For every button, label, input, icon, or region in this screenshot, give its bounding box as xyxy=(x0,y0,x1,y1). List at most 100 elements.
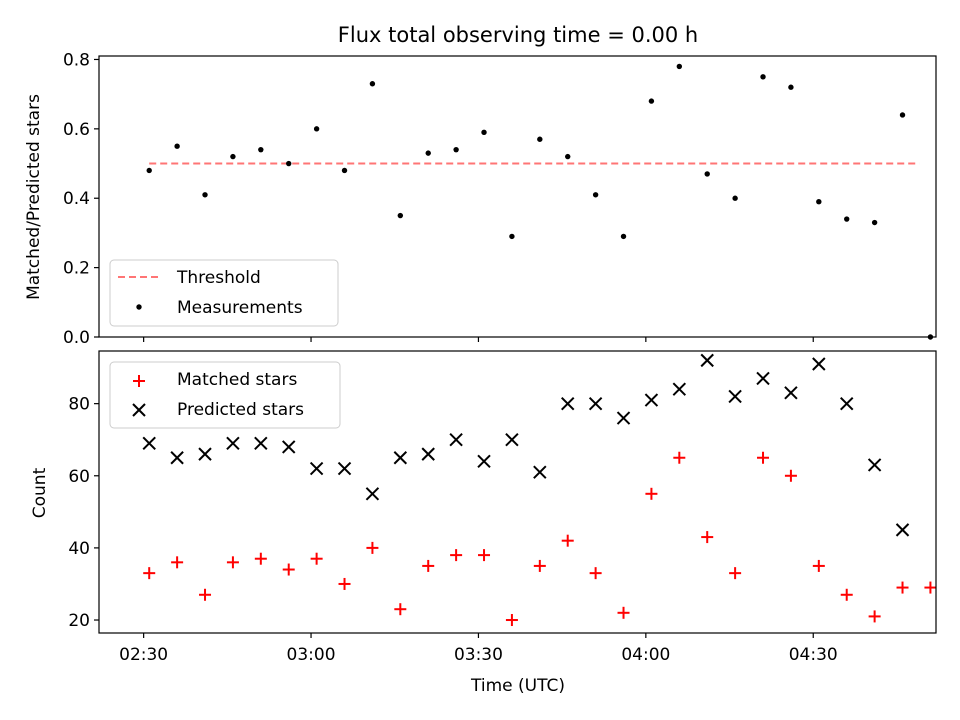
predicted-point xyxy=(477,454,491,469)
matched-point xyxy=(784,469,797,482)
ratio-legend-box xyxy=(109,259,339,327)
count-legend: Matched stars Predicted stars xyxy=(109,361,341,429)
predicted-point xyxy=(282,440,296,454)
matched-point xyxy=(478,549,491,562)
measurement-point xyxy=(732,195,738,201)
predicted-point xyxy=(588,396,603,411)
predicted-point xyxy=(784,386,798,400)
matched-point xyxy=(924,581,937,594)
predicted-point xyxy=(700,353,714,368)
legend-predicted-label: Predicted stars xyxy=(177,400,304,420)
count-legend-box xyxy=(109,361,341,429)
measurement-point xyxy=(341,167,348,174)
measurement-point xyxy=(760,74,766,80)
matched-point xyxy=(171,556,184,569)
count-y-tick-label: 80 xyxy=(68,395,90,415)
measurement-point xyxy=(704,171,710,177)
legend-predicted-swatch xyxy=(132,403,146,417)
predicted-point xyxy=(449,433,463,447)
matched-point xyxy=(673,451,686,464)
ratio-axes-frame xyxy=(98,55,937,338)
measurement-point xyxy=(648,98,655,104)
predicted-point xyxy=(561,396,575,411)
ratio-x-ticks xyxy=(143,337,814,342)
predicted-point xyxy=(142,436,156,451)
predicted-point xyxy=(309,461,324,476)
predicted-point xyxy=(198,447,212,461)
matched-point xyxy=(561,534,574,547)
predicted-point xyxy=(895,523,910,537)
ratio-y-tick-label: 0.6 xyxy=(63,120,90,140)
measurement-point xyxy=(174,143,180,149)
measurement-point xyxy=(592,192,599,198)
predicted-point xyxy=(728,389,742,404)
ratio-y-ticks: 0.0 0.2 0.4 0.6 0.8 xyxy=(63,50,99,348)
measurement-point xyxy=(425,150,431,156)
measurement-point xyxy=(258,146,264,153)
matched-point xyxy=(143,567,156,580)
matched-point xyxy=(282,563,295,576)
count-x-ticks: 02:30 03:00 03:30 04:00 04:30 xyxy=(119,633,838,665)
matched-point xyxy=(533,559,546,572)
measurement-point xyxy=(788,84,794,90)
measurement-point xyxy=(509,233,515,240)
matched-point xyxy=(617,606,630,619)
ratio-y-tick-label: 0.2 xyxy=(63,259,90,279)
matched-point xyxy=(896,581,909,594)
ratio-y-tick-label: 0.0 xyxy=(63,328,90,348)
measurement-point xyxy=(871,219,878,226)
predicted-point xyxy=(365,487,380,501)
ratio-legend: Threshold Measurements xyxy=(109,259,339,327)
matched-point xyxy=(366,541,379,554)
x-tick-label: 03:30 xyxy=(454,645,503,665)
matched-point xyxy=(868,610,881,623)
measurement-point xyxy=(537,136,543,142)
measurement-point xyxy=(676,63,683,70)
matched-point xyxy=(505,614,518,627)
measurement-point xyxy=(620,233,627,240)
measurement-point xyxy=(202,192,208,198)
legend-threshold-label: Threshold xyxy=(176,268,261,288)
matched-point xyxy=(450,549,463,562)
x-tick-label: 02:30 xyxy=(119,645,168,665)
predicted-point xyxy=(337,461,352,476)
predicted-point xyxy=(533,465,547,479)
count-panel: Count Time (UTC) 20 40 60 80 02:30 03:00 03:3… xyxy=(30,350,937,696)
predicted-point xyxy=(505,433,519,447)
count-y-axis-label: Count xyxy=(30,467,50,518)
ratio-y-tick-label: 0.4 xyxy=(63,189,90,209)
matched-point xyxy=(812,559,825,572)
measurement-point xyxy=(230,153,236,160)
count-plot-area xyxy=(142,353,937,627)
x-axis-label: Time (UTC) xyxy=(470,676,565,696)
ratio-y-axis-label: Matched/Predicted stars xyxy=(24,94,44,300)
matched-point xyxy=(645,487,658,500)
predicted-point xyxy=(756,371,770,386)
matched-point xyxy=(338,577,351,590)
matched-point xyxy=(394,603,407,616)
x-tick-label: 04:30 xyxy=(789,645,838,665)
predicted-point xyxy=(672,382,687,396)
matched-point xyxy=(840,588,853,601)
matched-point xyxy=(729,567,742,580)
measurement-point xyxy=(481,129,487,136)
matched-point xyxy=(589,567,602,580)
matched-point xyxy=(226,556,239,569)
measurement-point xyxy=(369,81,376,87)
predicted-point xyxy=(812,357,826,371)
count-y-tick-label: 60 xyxy=(68,467,90,487)
predicted-point xyxy=(840,396,854,411)
predicted-point xyxy=(226,436,240,451)
matched-point xyxy=(199,588,212,601)
count-y-ticks: 20 40 60 80 xyxy=(68,395,99,631)
predicted-point xyxy=(393,451,408,465)
measurement-point xyxy=(286,160,292,167)
ratio-plot-area xyxy=(146,63,934,340)
legend-measurements-swatch xyxy=(136,304,142,310)
measurement-point xyxy=(146,167,152,174)
matched-point xyxy=(701,531,714,544)
chart-title: Flux total observing time = 0.00 h xyxy=(338,23,698,47)
measurement-point xyxy=(816,199,822,205)
